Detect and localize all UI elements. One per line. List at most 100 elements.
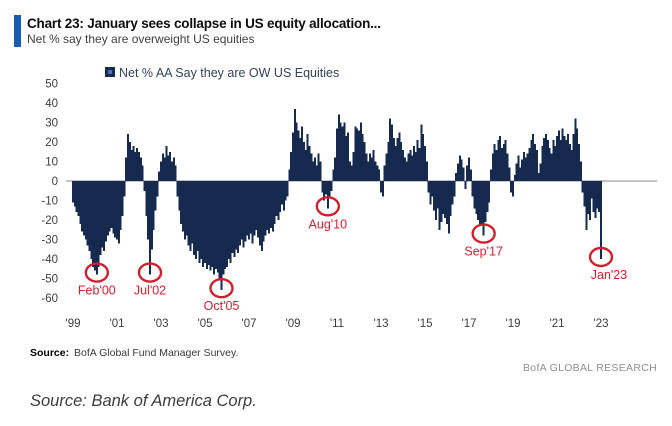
- bar: [383, 165, 386, 181]
- bar: [73, 181, 76, 207]
- chart-title: Chart 23: January sees collapse in US eq…: [27, 16, 381, 31]
- bar: [436, 181, 439, 209]
- bar: [224, 181, 227, 269]
- bar: [422, 134, 425, 181]
- y-tick-label: 10: [45, 157, 58, 169]
- bar: [189, 181, 192, 252]
- bar: [554, 145, 557, 181]
- bar: [363, 142, 366, 181]
- bar: [596, 181, 599, 209]
- bar: [226, 181, 228, 267]
- bar: [455, 173, 458, 181]
- bar: [574, 118, 577, 181]
- bar: [567, 134, 569, 181]
- bar: [231, 181, 234, 254]
- bar: [541, 145, 544, 181]
- bar: [550, 153, 553, 181]
- bar: [171, 161, 173, 181]
- bar: [506, 153, 509, 181]
- bar: [431, 181, 434, 197]
- bar: [205, 181, 208, 269]
- bar: [352, 151, 355, 181]
- bar: [369, 153, 371, 181]
- bar: [389, 118, 392, 181]
- bar: [255, 181, 258, 230]
- bar: [400, 142, 403, 181]
- bar: [517, 155, 520, 181]
- bar: [442, 181, 445, 215]
- bar: [425, 161, 428, 181]
- bar: [176, 181, 179, 197]
- bar: [105, 181, 107, 242]
- bar: [103, 181, 106, 252]
- bar: [108, 181, 111, 232]
- bar: [484, 181, 487, 222]
- bar: [248, 181, 250, 240]
- bar: [413, 145, 415, 181]
- bar-series: [72, 108, 602, 291]
- y-axis-tick-labels: 50 40 30 20 10 0 -10 -20 -30 -40 -50 -60: [41, 79, 58, 306]
- bar: [277, 181, 280, 220]
- bar: [196, 181, 199, 252]
- bar: [237, 181, 239, 254]
- bar: [466, 165, 469, 181]
- bar: [403, 157, 406, 181]
- bar: [380, 181, 382, 193]
- bar: [154, 181, 157, 211]
- bar: [257, 181, 260, 238]
- annotation-label: Sep'17: [464, 245, 503, 259]
- bar: [543, 138, 546, 181]
- bar: [229, 181, 232, 263]
- bar: [143, 181, 146, 191]
- x-tick-label: '15: [418, 318, 433, 330]
- bar: [270, 181, 272, 228]
- bar: [416, 140, 419, 181]
- source-text: BofA Global Fund Manager Survey.: [74, 347, 238, 359]
- bar: [381, 181, 384, 197]
- bar: [165, 145, 168, 181]
- bar: [160, 161, 162, 181]
- bar: [578, 143, 580, 181]
- bar: [356, 128, 359, 181]
- y-tick-label: 0: [52, 176, 58, 188]
- bar: [106, 181, 109, 236]
- bar: [438, 181, 441, 230]
- bar: [139, 157, 142, 181]
- annotation-label: Jan'23: [591, 268, 627, 282]
- bar: [128, 142, 131, 181]
- bar: [512, 181, 514, 197]
- bar: [464, 181, 467, 189]
- bar: [519, 167, 522, 181]
- bar: [304, 149, 307, 181]
- bar: [359, 122, 362, 181]
- bar: [473, 181, 476, 209]
- bar: [495, 149, 498, 181]
- bar: [446, 181, 448, 224]
- x-tick-label: '19: [506, 318, 521, 330]
- bar: [114, 181, 117, 238]
- bar: [145, 181, 148, 217]
- bar: [279, 181, 282, 213]
- bar: [95, 181, 98, 275]
- bar: [405, 161, 408, 181]
- bar: [477, 181, 480, 220]
- bar: [266, 181, 269, 230]
- bar: [204, 181, 206, 263]
- bar: [402, 149, 404, 181]
- bar: [528, 147, 531, 181]
- annotation-circle-icon: [588, 246, 614, 268]
- bar: [134, 151, 137, 181]
- source-label: Source:: [30, 347, 69, 359]
- legend-marker-inner: [108, 70, 112, 74]
- bar: [167, 155, 170, 181]
- bar: [411, 155, 414, 181]
- bar: [583, 181, 586, 207]
- bar: [372, 149, 375, 181]
- bar: [385, 153, 388, 181]
- bar: [453, 181, 456, 197]
- bar: [508, 167, 511, 181]
- bar: [101, 181, 104, 248]
- bar: [317, 153, 320, 181]
- y-tick-label: 50: [45, 79, 58, 91]
- bar: [79, 181, 82, 224]
